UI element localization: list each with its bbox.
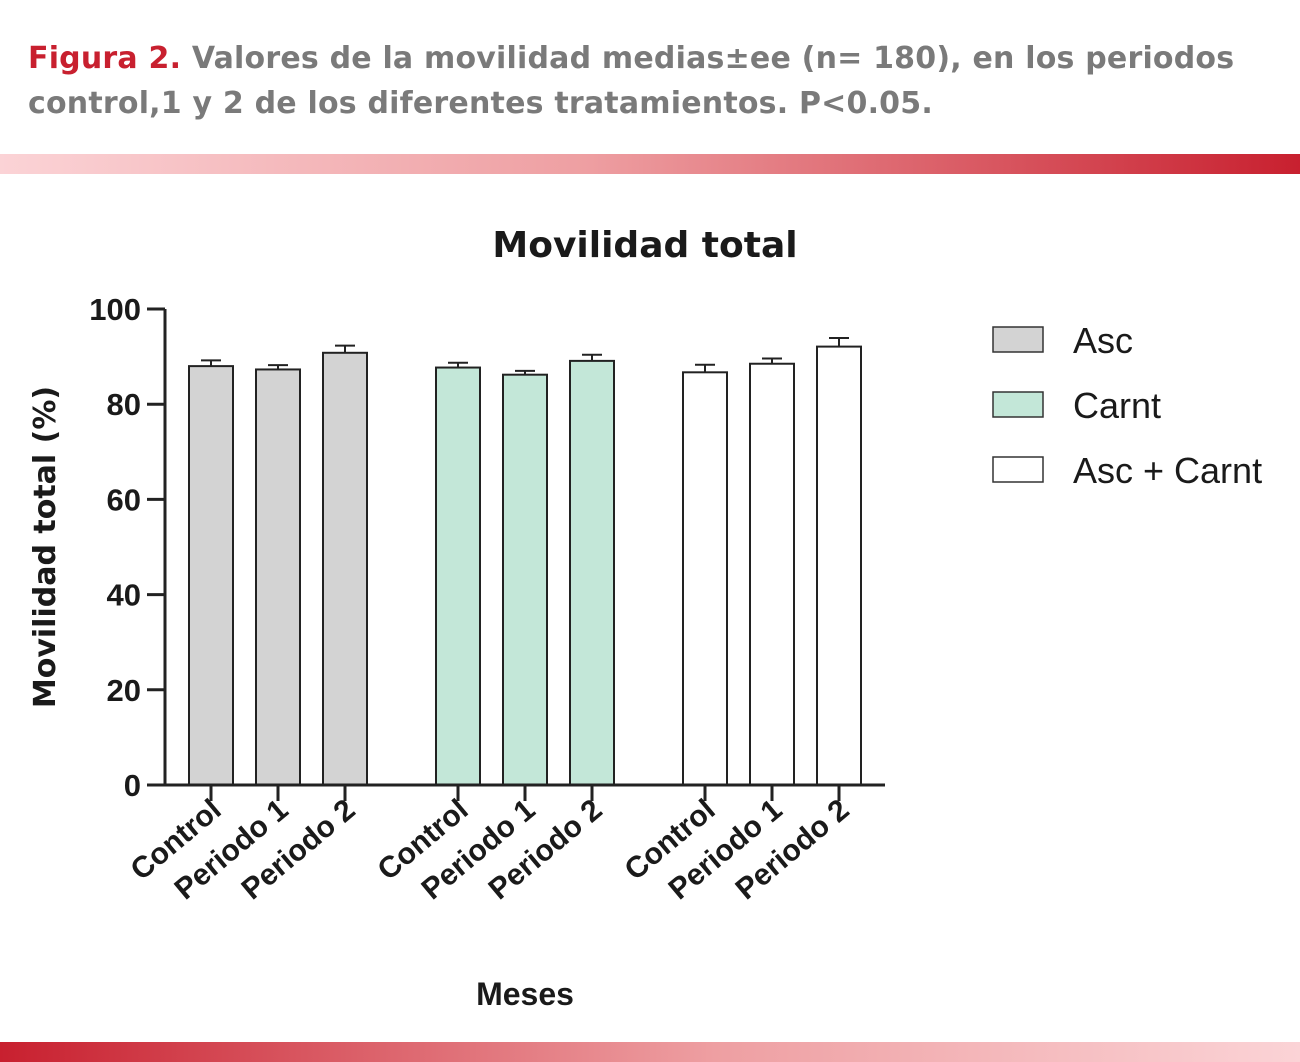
y-tick-label: 80 <box>107 387 141 422</box>
bar-asc-periodo-1 <box>255 368 301 786</box>
y-tick-label: 100 <box>89 292 141 327</box>
y-tick-label: 60 <box>107 482 141 517</box>
decorative-band-bottom <box>0 1042 1300 1062</box>
y-axis-label: Movilidad total (%) <box>28 386 63 708</box>
bar-carnt-periodo-2 <box>569 359 615 786</box>
legend-swatch-carnt <box>992 391 1044 418</box>
y-tick-label: 40 <box>107 578 141 613</box>
x-axis-label: Meses <box>476 976 574 1012</box>
bar-carnt-periodo-1 <box>502 373 548 786</box>
bar-asc-periodo-2 <box>322 351 368 786</box>
bar-asc-carnt-periodo-2 <box>816 345 862 786</box>
legend-swatch-asc <box>992 326 1044 353</box>
bar-asc-control <box>188 365 234 786</box>
legend-label-carnt: Carnt <box>1073 385 1161 426</box>
bar-asc-carnt-control <box>682 371 728 786</box>
chart-title: Movilidad total <box>492 225 797 266</box>
bar-carnt-control <box>435 366 481 786</box>
figure-label: Figura 2. <box>28 41 182 76</box>
y-tick-label: 0 <box>124 768 141 803</box>
legend-label-asc: Asc <box>1073 320 1133 361</box>
y-tick-label: 20 <box>107 673 141 708</box>
bar-asc-carnt-periodo-1 <box>749 362 795 786</box>
figure-caption: Figura 2. Valores de la movilidad medias… <box>28 36 1268 126</box>
legend-swatch-asc-carnt <box>992 456 1044 483</box>
figure-caption-text: Valores de la movilidad medias±ee (n= 18… <box>28 41 1235 121</box>
legend-label-asc-carnt: Asc + Carnt <box>1073 450 1262 491</box>
decorative-band-top <box>0 154 1300 174</box>
